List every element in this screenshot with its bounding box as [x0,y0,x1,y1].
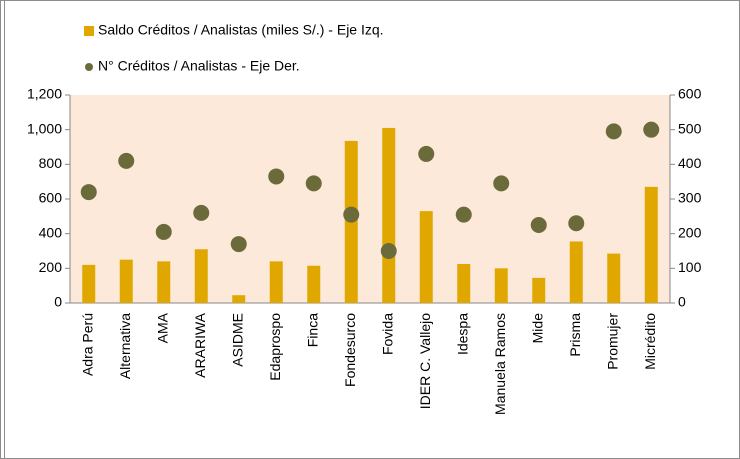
bar [569,241,583,303]
x-tick-label: Fondesurco [342,313,358,387]
y-tick-label: 200 [39,259,63,275]
x-tick-label: IDER C. Vallejo [417,313,433,409]
x-tick-label: Finca [304,313,320,347]
x-tick-label: Prisma [567,313,583,357]
dot [455,206,472,223]
x-tick-label: Manuela Ramos [492,313,508,415]
dot [343,206,360,223]
y-tick-label: 800 [39,155,63,171]
x-tick-label: Promujer [604,313,620,370]
bar [419,211,433,303]
y-tick-label: 400 [39,224,63,240]
bar [157,261,171,303]
bar [382,127,396,303]
x-tick-label: Mide [529,313,545,344]
dot [493,175,510,192]
bar [82,264,96,303]
bar [494,268,508,303]
bar [307,265,321,303]
dot [380,243,397,259]
bar [269,261,283,303]
y-tick-label: 1,000 [27,120,62,136]
x-tick-label: ASIDME [229,313,245,367]
x-tick-label: ARARIWA [192,312,208,377]
legend-swatch [84,26,94,36]
bar [232,295,246,303]
y2-tick-label: 100 [678,259,702,275]
dot [643,121,660,138]
bar [119,259,133,303]
legend-label: Saldo Créditos / Analistas (miles S/.) -… [98,22,384,38]
bar [194,249,208,303]
dot [118,152,135,169]
bar [532,277,546,303]
dot [230,236,247,253]
legend-swatch [85,63,93,71]
dot [568,215,585,232]
legend-label: N° Créditos / Analistas - Eje Der. [98,58,300,74]
x-tick-label: Micrédito [642,313,658,370]
x-tick-label: AMA [154,312,170,343]
y2-tick-label: 600 [678,86,702,102]
dot [80,184,97,201]
y-tick-label: 600 [39,190,63,206]
dot [305,175,322,192]
y-tick-label: 0 [54,294,62,310]
y2-tick-label: 0 [678,294,686,310]
dot [155,223,172,240]
x-tick-label: Idespa [454,313,470,355]
dot [530,217,547,233]
y2-tick-label: 400 [678,155,702,171]
dot [193,204,210,221]
y2-tick-label: 200 [678,224,702,240]
dot [605,123,622,140]
x-tick-label: Alternativa [117,313,133,379]
x-tick-label: Edaprospo [267,313,283,381]
x-tick-label: Fovida [379,313,395,355]
x-tick-label: Adra Perú [79,313,95,376]
dot [418,145,435,162]
bar [644,186,658,303]
bar [457,264,471,303]
y-tick-label: 1,200 [27,86,62,102]
y2-tick-label: 500 [678,120,702,136]
dot [268,168,285,185]
bar [607,253,621,303]
y2-tick-label: 300 [678,190,702,206]
